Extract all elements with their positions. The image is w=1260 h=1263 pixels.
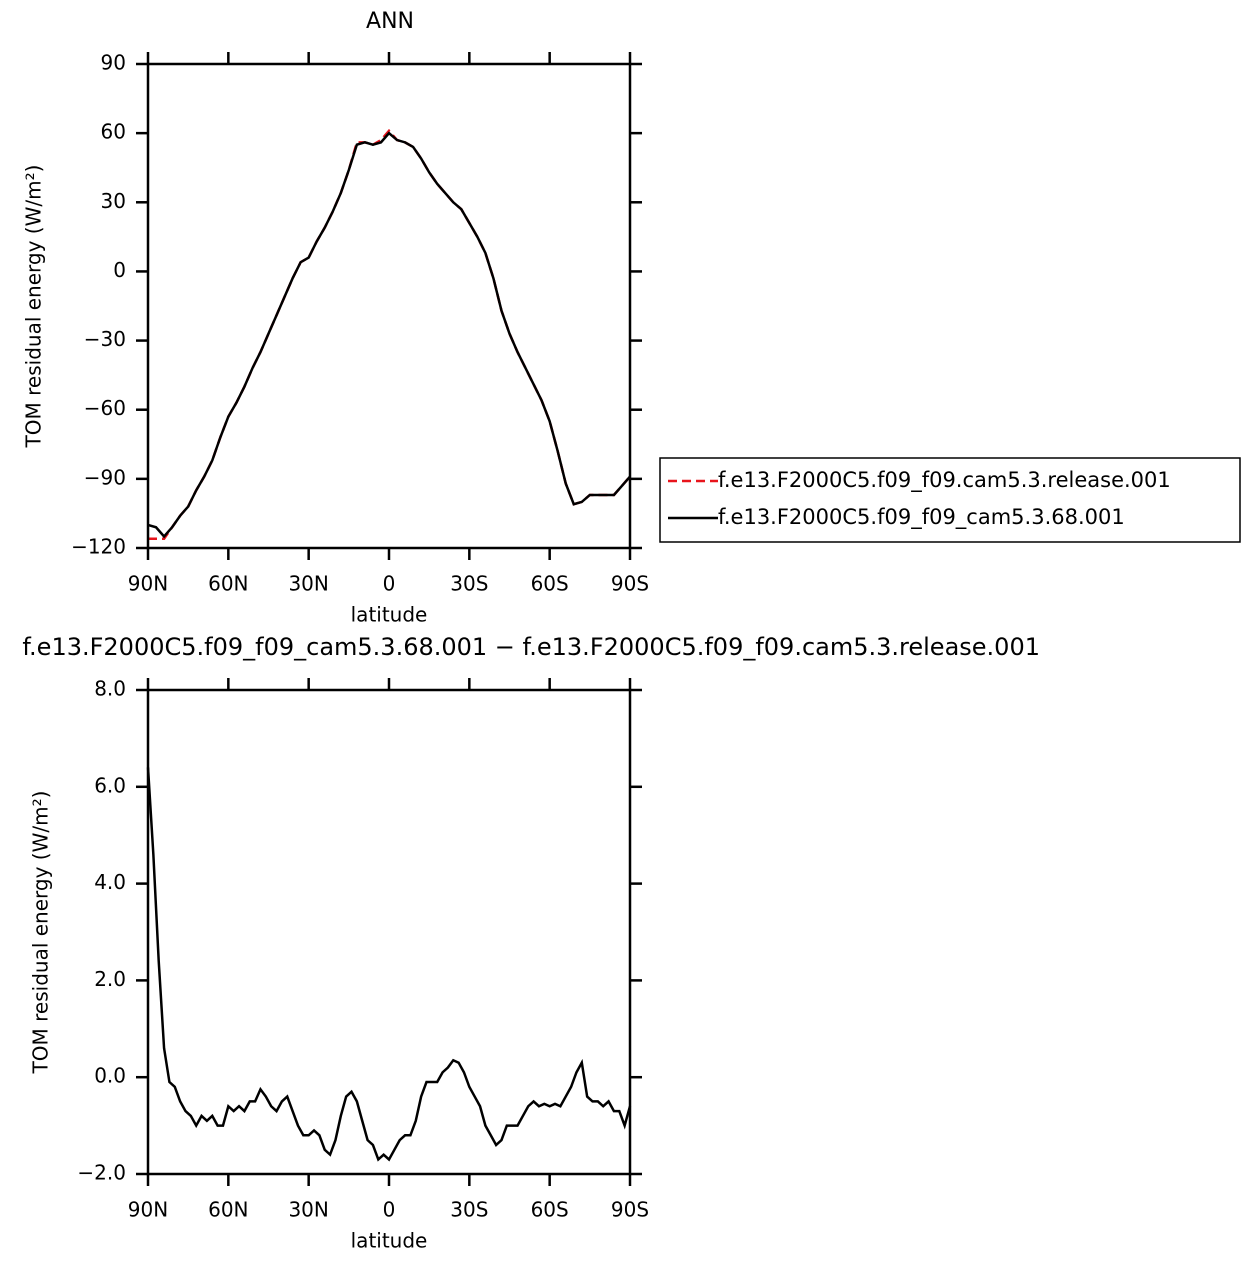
x-tick-label: 60S bbox=[531, 1198, 569, 1222]
y-axis-label: TOM residual energy (W/m²) bbox=[29, 791, 53, 1075]
x-tick-label: 90N bbox=[128, 1198, 168, 1222]
y-tick-label: 4.0 bbox=[94, 870, 126, 894]
x-tick-label: 30S bbox=[450, 572, 488, 596]
x-tick-label: 90N bbox=[128, 572, 168, 596]
x-axis-label: latitude bbox=[351, 603, 428, 627]
y-tick-label: −60 bbox=[84, 396, 126, 420]
y-tick-label: 60 bbox=[101, 120, 126, 144]
y-tick-label: −2.0 bbox=[77, 1161, 126, 1185]
data-line bbox=[146, 767, 632, 1162]
chart-title: ANN bbox=[366, 9, 414, 34]
y-tick-label: 0 bbox=[113, 258, 126, 282]
y-tick-label: −30 bbox=[84, 327, 126, 351]
x-tick-label: 90S bbox=[611, 1198, 649, 1222]
y-axis-label: TOM residual energy (W/m²) bbox=[22, 165, 46, 449]
data-line bbox=[148, 128, 631, 541]
y-tick-label: −120 bbox=[71, 535, 126, 559]
y-tick-label: −90 bbox=[84, 465, 126, 489]
legend-label: f.e13.F2000C5.f09_f09.cam5.3.release.001 bbox=[718, 468, 1171, 493]
x-tick-label: 30N bbox=[288, 572, 328, 596]
y-tick-label: 30 bbox=[101, 189, 126, 213]
chart-title: f.e13.F2000C5.f09_f09_cam5.3.68.001 − f.… bbox=[22, 633, 1040, 661]
plot-frame bbox=[146, 62, 632, 550]
y-tick-label: 0.0 bbox=[94, 1064, 126, 1088]
y-tick-label: 6.0 bbox=[94, 773, 126, 797]
x-tick-label: 60N bbox=[208, 1198, 248, 1222]
legend-label: f.e13.F2000C5.f09_f09_cam5.3.68.001 bbox=[718, 505, 1125, 530]
x-tick-label: 60N bbox=[208, 572, 248, 596]
legend-box bbox=[659, 457, 1241, 543]
x-tick-label: 0 bbox=[383, 1198, 396, 1222]
data-line bbox=[147, 131, 631, 539]
x-tick-label: 30S bbox=[450, 1198, 488, 1222]
y-tick-label: 8.0 bbox=[94, 677, 126, 701]
x-tick-label: 90S bbox=[611, 572, 649, 596]
x-axis-label: latitude bbox=[351, 1229, 428, 1253]
plot-frame bbox=[146, 688, 632, 1176]
y-tick-label: 2.0 bbox=[94, 967, 126, 991]
x-tick-label: 60S bbox=[531, 572, 569, 596]
y-tick-label: 90 bbox=[101, 51, 126, 75]
x-tick-label: 30N bbox=[288, 1198, 328, 1222]
x-tick-label: 0 bbox=[383, 572, 396, 596]
